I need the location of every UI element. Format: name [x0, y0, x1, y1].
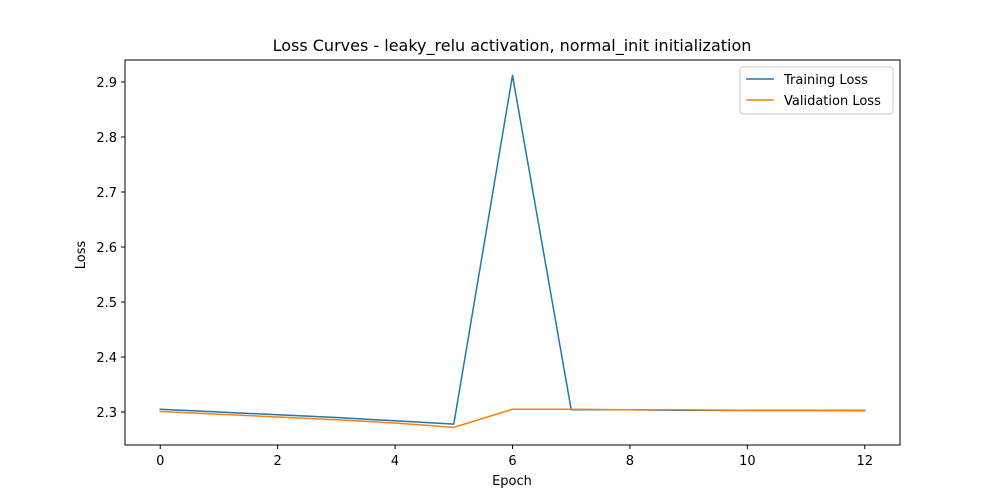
x-tick-label: 10 [739, 454, 756, 469]
chart-title: Loss Curves - leaky_relu activation, nor… [273, 36, 752, 56]
legend-label-training-loss: Training Loss [783, 73, 868, 88]
y-tick-label: 2.3 [96, 406, 117, 421]
x-tick-label: 12 [856, 454, 873, 469]
x-tick-label: 4 [391, 454, 399, 469]
y-tick-label: 2.4 [96, 351, 117, 366]
legend: Training Loss Validation Loss [739, 66, 894, 115]
x-tick-label: 8 [626, 454, 634, 469]
y-tick-label: 2.9 [96, 76, 117, 91]
x-tick-label: 6 [508, 454, 516, 469]
x-axis-label: Epoch [492, 474, 532, 489]
legend-label-validation-loss: Validation Loss [784, 94, 881, 109]
plot-area: 0 2 4 6 8 10 12 2.3 2.4 2.5 2.6 2.7 2.8 2.9 [96, 59, 901, 469]
x-tick-label: 0 [156, 454, 164, 469]
x-tick-label: 2 [274, 454, 282, 469]
legend-box [739, 66, 894, 115]
y-tick-label: 2.8 [96, 131, 117, 146]
y-tick-label: 2.6 [96, 241, 117, 256]
y-axis-label: Loss [74, 241, 89, 270]
y-tick-label: 2.5 [96, 296, 117, 311]
y-tick-label: 2.7 [96, 186, 117, 201]
series-line-validation-loss [159, 408, 866, 429]
